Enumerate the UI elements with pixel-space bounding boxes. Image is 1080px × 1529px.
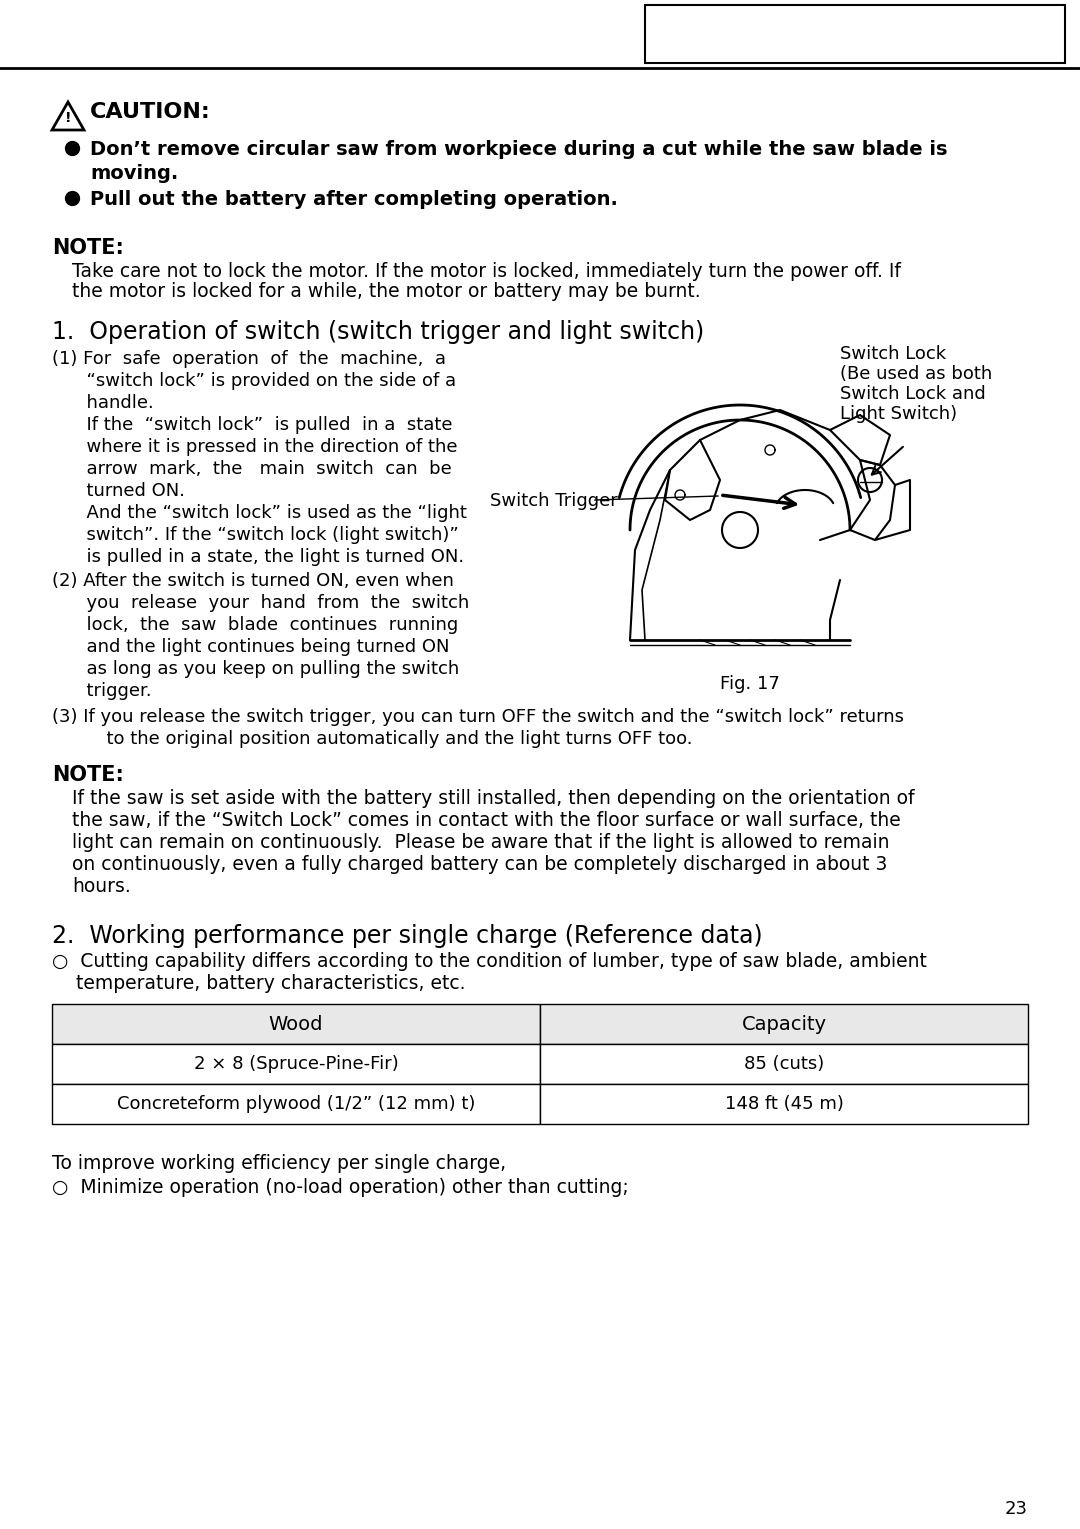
- Text: Concreteform plywood (1/2” (12 mm) t): Concreteform plywood (1/2” (12 mm) t): [117, 1095, 475, 1113]
- Text: lock,  the  saw  blade  continues  running: lock, the saw blade continues running: [52, 616, 458, 635]
- Text: Take care not to lock the motor. If the motor is locked, immediately turn the po: Take care not to lock the motor. If the …: [72, 261, 901, 281]
- Text: Capacity: Capacity: [742, 1015, 826, 1034]
- Text: “switch lock” is provided on the side of a: “switch lock” is provided on the side of…: [52, 372, 456, 390]
- Text: To improve working efficiency per single charge,: To improve working efficiency per single…: [52, 1154, 507, 1173]
- Text: the saw, if the “Switch Lock” comes in contact with the floor surface or wall su: the saw, if the “Switch Lock” comes in c…: [72, 810, 901, 830]
- Text: switch”. If the “switch lock (light switch)”: switch”. If the “switch lock (light swit…: [52, 526, 459, 544]
- Text: Wood: Wood: [269, 1015, 323, 1034]
- Text: (3) If you release the switch trigger, you can turn OFF the switch and the “swit: (3) If you release the switch trigger, y…: [52, 708, 904, 726]
- Text: NOTE:: NOTE:: [52, 239, 124, 258]
- Text: where it is pressed in the direction of the: where it is pressed in the direction of …: [52, 437, 458, 456]
- Text: Light Switch): Light Switch): [840, 405, 957, 424]
- Text: If the saw is set aside with the battery still installed, then depending on the : If the saw is set aside with the battery…: [72, 789, 915, 807]
- FancyBboxPatch shape: [52, 1044, 540, 1084]
- Text: arrow  mark,  the   main  switch  can  be: arrow mark, the main switch can be: [52, 460, 451, 479]
- Text: on continuously, even a fully charged battery can be completely discharged in ab: on continuously, even a fully charged ba…: [72, 855, 888, 875]
- Text: (2) After the switch is turned ON, even when: (2) After the switch is turned ON, even …: [52, 572, 454, 590]
- FancyBboxPatch shape: [540, 1005, 1028, 1044]
- Text: Switch Trigger: Switch Trigger: [490, 492, 618, 511]
- Text: 1.  Operation of switch (switch trigger and light switch): 1. Operation of switch (switch trigger a…: [52, 320, 704, 344]
- Text: moving.: moving.: [90, 164, 178, 183]
- Text: Switch Lock: Switch Lock: [840, 346, 946, 362]
- Text: trigger.: trigger.: [52, 682, 151, 700]
- Text: 2 × 8 (Spruce-Pine-Fir): 2 × 8 (Spruce-Pine-Fir): [193, 1055, 399, 1073]
- Text: hours.: hours.: [72, 878, 131, 896]
- Text: is pulled in a state, the light is turned ON.: is pulled in a state, the light is turne…: [52, 547, 464, 566]
- FancyBboxPatch shape: [52, 1084, 540, 1124]
- Text: ○  Cutting capability differs according to the condition of lumber, type of saw : ○ Cutting capability differs according t…: [52, 953, 927, 971]
- Text: temperature, battery characteristics, etc.: temperature, battery characteristics, et…: [52, 974, 465, 992]
- Text: light can remain on continuously.  Please be aware that if the light is allowed : light can remain on continuously. Please…: [72, 833, 890, 852]
- Text: (1) For  safe  operation  of  the  machine,  a: (1) For safe operation of the machine, a: [52, 350, 446, 368]
- Text: Don’t remove circular saw from workpiece during a cut while the saw blade is: Don’t remove circular saw from workpiece…: [90, 141, 947, 159]
- Text: CAUTION:: CAUTION:: [90, 102, 211, 122]
- Text: the motor is locked for a while, the motor or battery may be burnt.: the motor is locked for a while, the mot…: [72, 281, 701, 301]
- Text: Fig. 17: Fig. 17: [720, 674, 780, 693]
- FancyBboxPatch shape: [540, 1044, 1028, 1084]
- Text: If the  “switch lock”  is pulled  in a  state: If the “switch lock” is pulled in a stat…: [52, 416, 453, 434]
- Text: you  release  your  hand  from  the  switch: you release your hand from the switch: [52, 593, 469, 612]
- Text: to the original position automatically and the light turns OFF too.: to the original position automatically a…: [72, 729, 692, 748]
- Text: 85 (cuts): 85 (cuts): [744, 1055, 824, 1073]
- Text: 148 ft (45 m): 148 ft (45 m): [725, 1095, 843, 1113]
- Text: handle.: handle.: [52, 394, 153, 411]
- FancyBboxPatch shape: [52, 1005, 540, 1044]
- Text: NOTE:: NOTE:: [52, 764, 124, 784]
- Text: Switch Lock and: Switch Lock and: [840, 385, 986, 404]
- FancyBboxPatch shape: [540, 1084, 1028, 1124]
- Text: and the light continues being turned ON: and the light continues being turned ON: [52, 638, 449, 656]
- Text: 2.  Working performance per single charge (Reference data): 2. Working performance per single charge…: [52, 924, 762, 948]
- Text: 23: 23: [1005, 1500, 1028, 1518]
- Text: turned ON.: turned ON.: [52, 482, 185, 500]
- Text: English: English: [807, 21, 904, 46]
- Text: !: !: [65, 112, 71, 125]
- Text: as long as you keep on pulling the switch: as long as you keep on pulling the switc…: [52, 661, 459, 677]
- Text: (Be used as both: (Be used as both: [840, 365, 993, 382]
- Text: And the “switch lock” is used as the “light: And the “switch lock” is used as the “li…: [52, 505, 467, 521]
- Text: ○  Minimize operation (no-load operation) other than cutting;: ○ Minimize operation (no-load operation)…: [52, 1177, 629, 1197]
- FancyBboxPatch shape: [645, 5, 1065, 63]
- Text: Pull out the battery after completing operation.: Pull out the battery after completing op…: [90, 190, 618, 209]
